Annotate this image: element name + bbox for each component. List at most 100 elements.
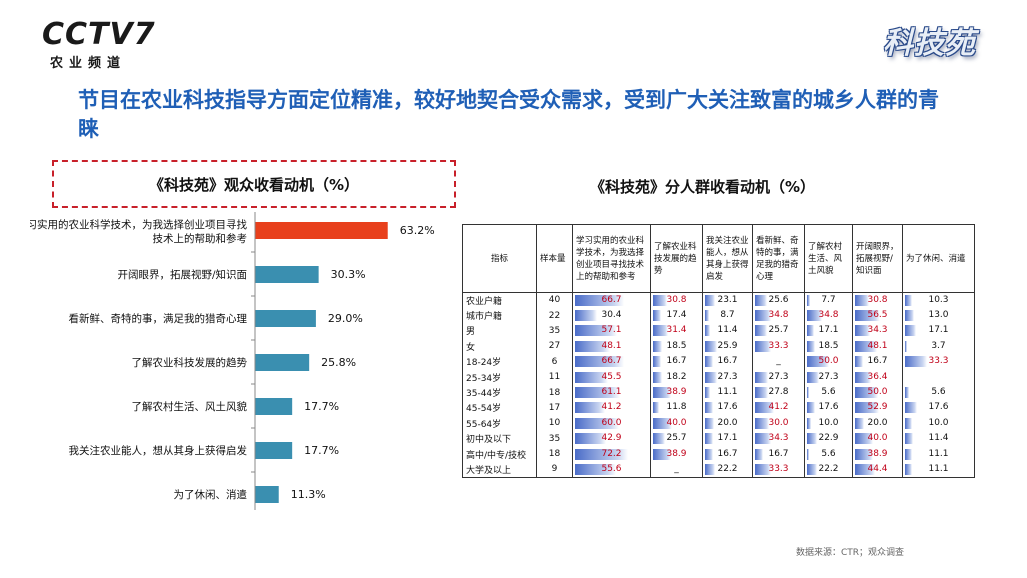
cell-bar <box>807 433 817 445</box>
table-cell: 17.4 <box>650 307 703 324</box>
row-label: 女 <box>462 338 537 355</box>
column-header-7: 开阔眼界，拓展视野/知识面 <box>852 224 903 293</box>
column-header-6: 了解农村生活、风土风貌 <box>804 224 853 293</box>
table-cell: 17.1 <box>702 431 753 447</box>
cell-bar <box>705 402 713 414</box>
table-cell: 61.1 <box>572 384 651 401</box>
table-cell: 50.0 <box>852 384 903 401</box>
cell-bar <box>653 310 662 322</box>
bar-value-label-1: 30.3% <box>331 268 366 281</box>
cell-bar <box>705 356 713 368</box>
row-label: 初中及以下 <box>462 431 537 447</box>
cell-bar <box>905 294 912 306</box>
row-label: 男 <box>462 323 537 339</box>
cell-value: 17.6 <box>818 402 839 413</box>
cell-bar <box>807 310 822 322</box>
cell-value: 10.0 <box>928 417 949 428</box>
logo-mark: CCTV7 <box>42 17 156 52</box>
row-sample-size: 27 <box>536 338 573 355</box>
cell-value: 33.3 <box>768 340 789 351</box>
cell-bar <box>575 356 624 368</box>
segment-table-wrap: 指标 样本量 学习实用的农业科学技术，为我选择创业项目寻找技术上的帮助和参考 了解农业… <box>462 224 975 496</box>
cell-value: 41.2 <box>768 402 789 413</box>
cell-value: 56.5 <box>867 310 888 321</box>
cell-value: 23.1 <box>717 294 738 305</box>
table-cell: 34.8 <box>752 307 805 324</box>
table-cell: 17.1 <box>804 323 853 339</box>
cell-value: 18.2 <box>666 371 687 382</box>
cell-value: 17.4 <box>666 310 687 321</box>
cell-bar <box>905 387 909 399</box>
cell-bar <box>755 371 768 383</box>
cell-bar <box>705 448 713 460</box>
cell-value: 33.3 <box>768 463 789 474</box>
table-cell: 40.0 <box>650 415 703 432</box>
cell-value: 18.5 <box>666 340 687 351</box>
cell-value: 61.1 <box>601 387 622 398</box>
table-cell: 18.5 <box>650 338 703 355</box>
bar-category-label-2: 看新鲜、奇特的事，满足我的猎奇心理 <box>69 312 248 325</box>
table-row: 35-44岁 18 61.1 38.9 11.1 27.8 5.6 50.0 5.6 <box>462 384 975 401</box>
table-cell: 5.6 <box>902 384 975 401</box>
cell-value: 40.0 <box>867 433 888 444</box>
table-cell: 55.6 <box>572 461 651 478</box>
cell-value: 27.3 <box>717 371 738 382</box>
cell-bar <box>705 325 711 337</box>
cell-bar <box>807 325 815 337</box>
cell-bar <box>755 448 763 460</box>
cell-value: 66.7 <box>601 356 622 367</box>
cell-value: 22.9 <box>818 433 839 444</box>
table-cell: 18.5 <box>804 338 853 355</box>
cell-value: 40.0 <box>666 417 687 428</box>
cell-bar <box>653 356 661 368</box>
table-cell: 50.0 <box>804 354 853 370</box>
cell-bar <box>575 448 628 460</box>
cell-value: 17.1 <box>928 325 949 336</box>
cell-bar <box>855 340 877 352</box>
cell-bar <box>855 356 863 368</box>
cell-value: 57.1 <box>601 325 622 336</box>
row-label: 55-64岁 <box>462 415 537 432</box>
cell-value: 16.7 <box>717 448 738 459</box>
table-row: 城市户籍 22 30.4 17.4 8.7 34.8 34.8 56.5 13.0 <box>462 307 975 324</box>
cell-value: 60.0 <box>601 417 622 428</box>
cell-bar <box>855 371 872 383</box>
cell-bar <box>653 448 672 460</box>
cell-bar <box>575 294 624 306</box>
cell-value: 11.1 <box>928 448 949 459</box>
cell-value: 16.7 <box>717 356 738 367</box>
cell-bar <box>705 417 714 429</box>
cell-value: 44.4 <box>867 463 888 474</box>
cell-value: 17.6 <box>928 402 949 413</box>
cell-value: 50.0 <box>818 356 839 367</box>
table-cell: 16.7 <box>752 446 805 462</box>
cell-value: 11.1 <box>928 463 949 474</box>
table-cell: 25.9 <box>702 338 753 355</box>
table-cell: 11.4 <box>902 431 975 447</box>
column-header-1: 样本量 <box>536 224 573 293</box>
bar-3 <box>255 354 310 371</box>
cell-value: 30.4 <box>601 310 622 321</box>
table-cell: 44.4 <box>852 461 903 478</box>
slide-headline: 节目在农业科技指导方面定位精准，较好地契合受众需求，受到广大关注致富的城乡人群的… <box>78 88 939 141</box>
table-cell: 56.5 <box>852 307 903 324</box>
cell-bar <box>855 402 879 414</box>
table-cell: 11.1 <box>902 461 975 478</box>
motivation-chart-title: 《科技苑》观众收看动机（%） <box>148 175 360 194</box>
cell-value: 41.2 <box>601 402 622 413</box>
table-cell: 10.0 <box>804 415 853 432</box>
bar-value-label-6: 11.3% <box>291 488 326 501</box>
cell-value: 17.1 <box>818 325 839 336</box>
cctv7-logo: CCTV7 农业频道 <box>42 17 156 72</box>
cell-value: 8.7 <box>720 310 735 321</box>
cell-value: 36.4 <box>867 371 888 382</box>
cell-value: 5.6 <box>821 448 836 459</box>
cell-value: 20.0 <box>867 417 888 428</box>
table-cell: 45.5 <box>572 369 651 385</box>
row-label: 高中/中专/技校 <box>462 446 537 462</box>
cell-bar <box>855 417 864 429</box>
column-header-3: 了解农业科技发展的趋势 <box>650 224 703 293</box>
cell-bar <box>705 310 709 322</box>
cell-value: 25.7 <box>768 325 789 336</box>
cell-value: 30.0 <box>768 417 789 428</box>
